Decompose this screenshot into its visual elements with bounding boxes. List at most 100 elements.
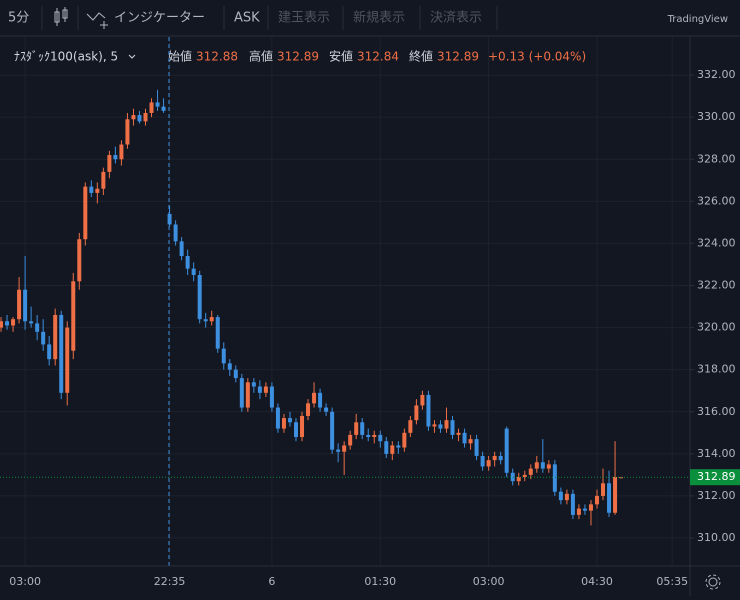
candle-body xyxy=(534,462,539,469)
candle-body xyxy=(125,119,130,145)
candle-body xyxy=(546,464,551,469)
candle-body xyxy=(576,508,581,515)
candle-body xyxy=(601,483,606,496)
candle-body xyxy=(456,432,461,435)
candle-body xyxy=(161,106,166,111)
candle-body xyxy=(287,418,292,423)
indicators-button[interactable]: インジケーター xyxy=(114,11,205,26)
candle-body xyxy=(227,363,232,370)
x-tick-label: 22:35 xyxy=(154,575,186,588)
candle-body xyxy=(23,289,28,322)
candle-body xyxy=(378,434,383,442)
candle-body xyxy=(312,392,317,404)
candle-body xyxy=(107,155,112,172)
new-button[interactable]: 新規表示 xyxy=(353,10,405,26)
legend-value: 312.89 xyxy=(277,50,319,64)
candle-body xyxy=(269,386,274,408)
ask-button[interactable]: ASK xyxy=(234,11,260,26)
candle-body xyxy=(149,102,154,113)
candle-body xyxy=(11,319,16,326)
candle-body xyxy=(101,171,106,189)
candle-body xyxy=(281,418,286,429)
x-tick-label: 03:00 xyxy=(9,575,41,588)
candle-body xyxy=(486,460,491,467)
candle-body xyxy=(348,434,353,446)
candle-body xyxy=(336,449,341,452)
candle-body xyxy=(522,474,527,477)
candle-body xyxy=(239,378,244,408)
candle-body xyxy=(342,445,347,452)
symbol: ﾅｽﾀﾞｯｸ100(ask), 5 xyxy=(14,50,118,64)
plot xyxy=(0,37,690,566)
candle-body xyxy=(384,441,389,454)
y-tick-label: 316.00 xyxy=(697,405,736,418)
candle-body xyxy=(131,115,136,120)
candle-body xyxy=(582,508,587,511)
y-tick-label: 318.00 xyxy=(697,363,736,376)
candle-body xyxy=(59,314,64,393)
symbol-chevron xyxy=(128,54,136,59)
candle-body xyxy=(420,394,425,406)
x-tick-label: 05:35 xyxy=(656,575,688,588)
candle-body xyxy=(35,323,40,332)
candle-body xyxy=(372,434,377,438)
indicator-icon[interactable] xyxy=(86,12,108,29)
settings-icon[interactable] xyxy=(705,574,721,590)
candle-body xyxy=(396,445,401,448)
legend-value: 312.89 xyxy=(437,50,479,64)
candle-body xyxy=(564,493,569,501)
candle-body xyxy=(83,186,88,240)
candle-body xyxy=(354,422,359,435)
legend-value: 312.84 xyxy=(357,50,399,64)
candle-body xyxy=(29,321,34,324)
candle-body xyxy=(438,424,443,429)
brand: TradingView xyxy=(667,14,728,25)
candle-icon[interactable] xyxy=(54,7,68,26)
position-button[interactable]: 建玉表示 xyxy=(278,11,330,26)
candle-body xyxy=(155,102,160,107)
y-tick-label: 326.00 xyxy=(697,194,736,207)
candle-body xyxy=(197,274,202,320)
candle-body xyxy=(221,348,226,364)
settle-button[interactable]: 決済表示 xyxy=(430,10,482,26)
candle-body xyxy=(306,403,311,416)
toolbar xyxy=(0,0,740,36)
candle-body xyxy=(47,344,52,360)
y-tick-label: 328.00 xyxy=(697,152,736,165)
candle-body xyxy=(263,386,268,393)
candle-body xyxy=(450,420,455,435)
legend-label: 始値 xyxy=(168,49,192,64)
candle-body xyxy=(474,439,479,456)
y-tick-label: 322.00 xyxy=(697,279,736,292)
candle-body xyxy=(119,144,124,160)
y-tick-label: 330.00 xyxy=(697,110,736,123)
last-price-label: 312.89 xyxy=(697,470,736,483)
candle-body xyxy=(65,327,70,393)
y-tick-label: 314.00 xyxy=(697,447,736,460)
candle-body xyxy=(414,405,419,421)
candle-body xyxy=(498,455,503,461)
candle-body xyxy=(173,224,178,242)
candle-body xyxy=(113,155,118,160)
candle-body xyxy=(77,239,82,282)
candle-body xyxy=(41,331,46,345)
candle-body xyxy=(408,420,413,433)
candle-body xyxy=(570,493,575,515)
candle-body xyxy=(594,495,599,505)
interval-button[interactable]: 5分 xyxy=(8,11,29,26)
candle-body xyxy=(233,369,238,379)
labels: 310.00 312.00 314.00 316.00 318.00 320.00 322.… xyxy=(9,68,740,588)
candle-body xyxy=(444,420,449,429)
candle-body xyxy=(0,321,4,328)
candle-body xyxy=(137,115,142,122)
candle-body xyxy=(330,411,335,450)
y-tick-label: 332.00 xyxy=(697,68,736,81)
candle-body xyxy=(468,439,473,444)
candle-body xyxy=(71,281,76,351)
candle-body xyxy=(215,317,220,349)
candle-body xyxy=(318,392,323,408)
candle-body xyxy=(402,432,407,448)
candle-body xyxy=(89,186,94,193)
